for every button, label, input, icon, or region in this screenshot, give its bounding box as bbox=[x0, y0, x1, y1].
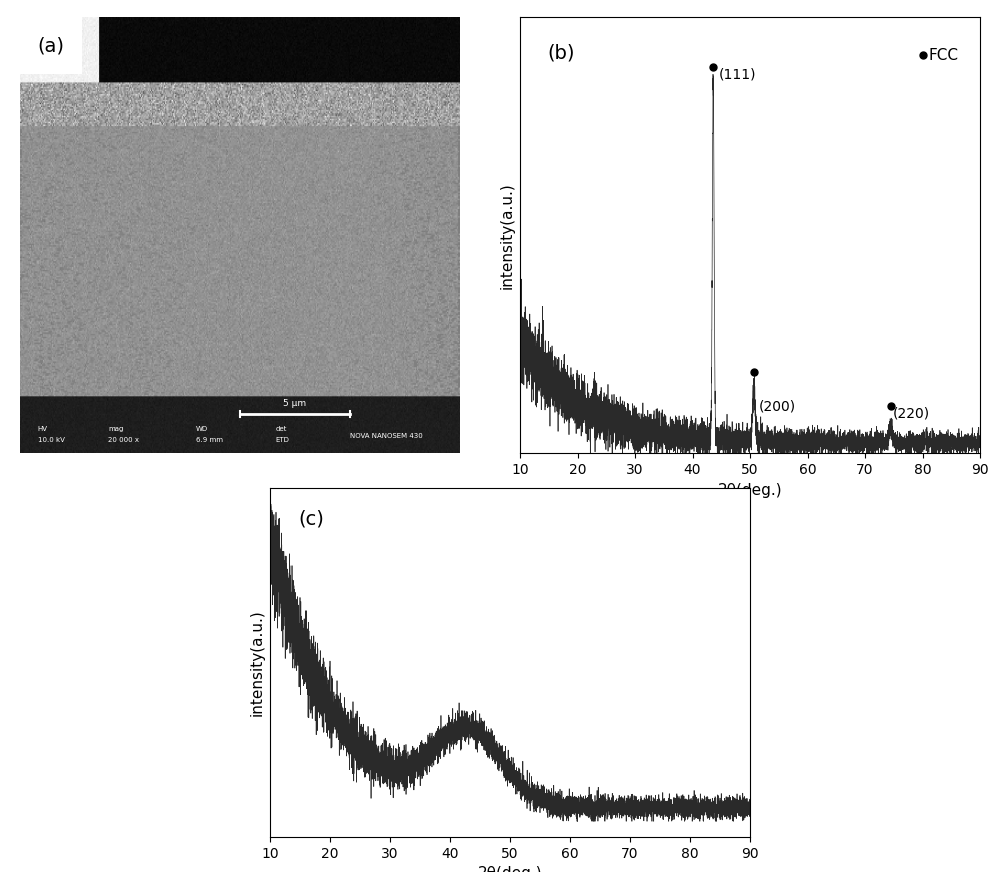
Text: det: det bbox=[275, 426, 287, 433]
Text: (a): (a) bbox=[38, 37, 65, 55]
Y-axis label: intensity(a.u.): intensity(a.u.) bbox=[499, 182, 514, 289]
Text: NOVA NANOSEM 430: NOVA NANOSEM 430 bbox=[350, 433, 423, 439]
X-axis label: 2θ(deg.): 2θ(deg.) bbox=[478, 867, 542, 872]
Text: 6.9 mm: 6.9 mm bbox=[196, 438, 223, 443]
Text: mag: mag bbox=[108, 426, 123, 433]
Text: ETD: ETD bbox=[275, 438, 289, 443]
Text: (220): (220) bbox=[893, 406, 930, 420]
Text: HV: HV bbox=[38, 426, 48, 433]
Text: (200): (200) bbox=[759, 399, 796, 413]
Text: (b): (b) bbox=[548, 44, 575, 63]
Text: WD: WD bbox=[196, 426, 208, 433]
Text: (c): (c) bbox=[299, 509, 325, 528]
Text: 20 000 x: 20 000 x bbox=[108, 438, 139, 443]
Bar bbox=[20, 17, 82, 74]
X-axis label: 2θ(deg.): 2θ(deg.) bbox=[718, 483, 782, 498]
Y-axis label: intensity(a.u.): intensity(a.u.) bbox=[249, 610, 264, 716]
Text: 10.0 kV: 10.0 kV bbox=[38, 438, 64, 443]
Text: 5 μm: 5 μm bbox=[283, 399, 307, 408]
Text: (111): (111) bbox=[718, 67, 756, 81]
Text: FCC: FCC bbox=[928, 48, 958, 63]
